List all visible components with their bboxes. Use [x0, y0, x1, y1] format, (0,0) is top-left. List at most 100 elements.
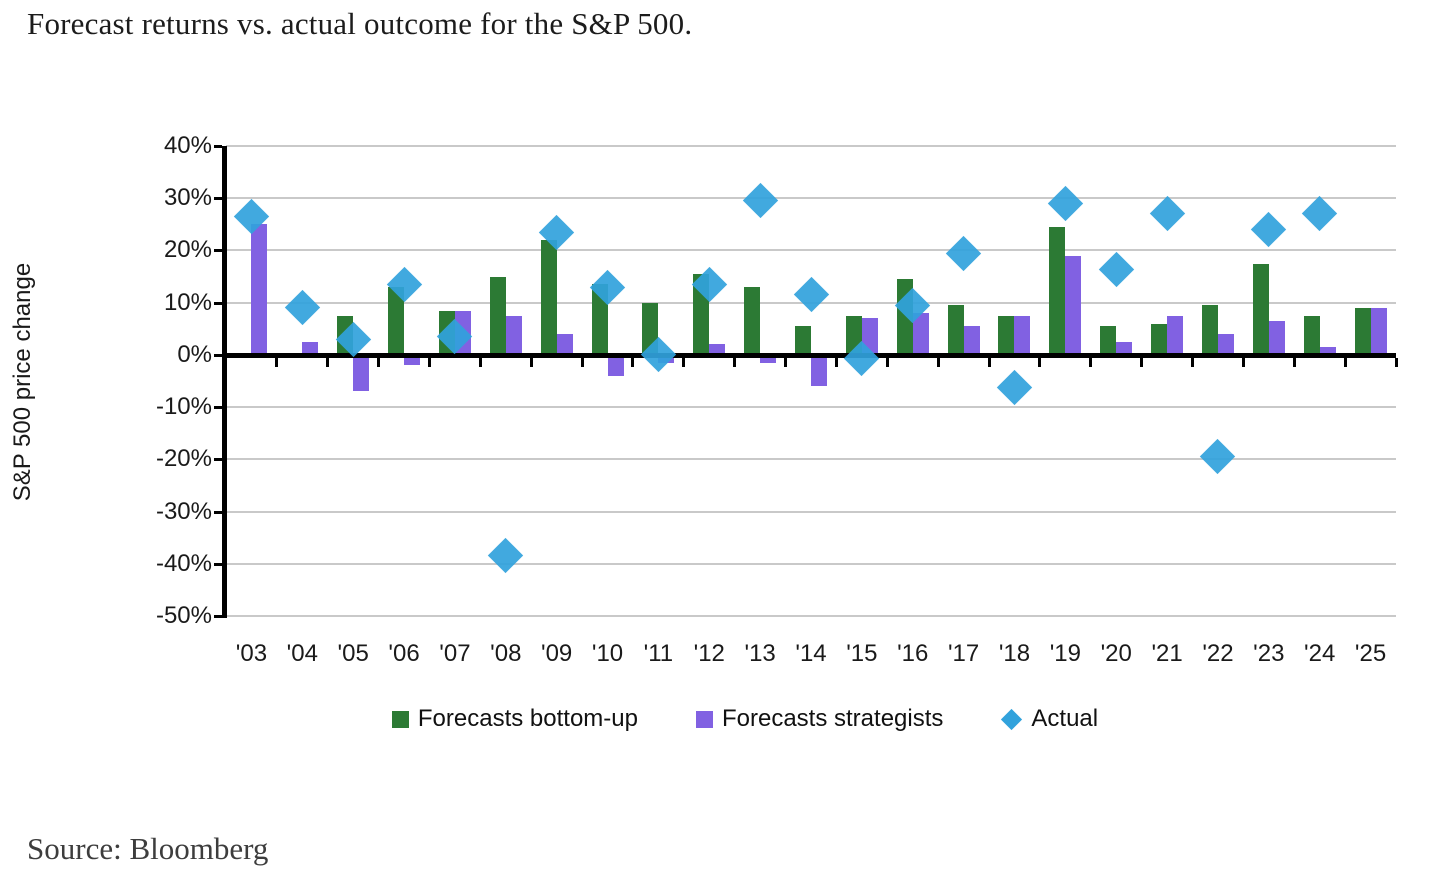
x-tick-label-18: '18 [998, 640, 1031, 667]
bar-forecasts-bottom-up-23 [1252, 263, 1269, 355]
x-tick-20 [1241, 357, 1245, 367]
bar-forecasts-bottom-up-09 [540, 240, 557, 355]
x-tick-label-22: '22 [1202, 640, 1234, 667]
x-tick-label-15: '15 [846, 640, 878, 667]
bar-forecasts-strategists-04 [302, 341, 319, 355]
y-tick-20 [214, 249, 222, 253]
y-tick-label-20: 20% [163, 236, 212, 264]
x-tick-label-03: '03 [235, 640, 268, 667]
x-tick-label-21: '21 [1151, 640, 1183, 667]
x-tick-label-20: '20 [1100, 640, 1132, 667]
gridline--10 [226, 406, 1396, 409]
bar-forecasts-strategists-19 [1065, 255, 1082, 355]
gridline--30 [226, 510, 1396, 513]
x-tick-label-11: '11 [643, 640, 674, 667]
bar-forecasts-strategists-23 [1268, 320, 1285, 355]
bar-forecasts-bottom-up-22 [1201, 305, 1218, 355]
actual-diamond-23 [1251, 211, 1287, 248]
x-tick-12 [834, 357, 838, 367]
bar-forecasts-strategists-22 [1217, 334, 1234, 355]
x-tick-label-05: '05 [337, 640, 369, 667]
bar-forecasts-bottom-up-19 [1049, 226, 1066, 355]
bar-forecasts-bottom-up-08 [489, 276, 506, 355]
legend-item-actual: Actual [1001, 705, 1098, 733]
y-tick-30 [214, 197, 222, 201]
bar-forecasts-strategists-03 [251, 224, 268, 355]
bar-forecasts-bottom-up-24 [1303, 315, 1320, 355]
bar-forecasts-strategists-10 [607, 354, 624, 376]
x-tick-11 [784, 357, 788, 367]
x-tick-5 [478, 357, 482, 367]
actual-diamond-24 [1302, 196, 1338, 232]
y-tick-label-30: 30% [163, 184, 212, 212]
bar-forecasts-strategists-14 [811, 354, 827, 387]
bar-forecasts-bottom-up-25 [1354, 307, 1371, 355]
y-tick--50 [214, 615, 222, 618]
y-tick-0 [214, 353, 222, 357]
x-tick-7 [580, 357, 584, 367]
x-tick-label-25: '25 [1354, 640, 1387, 667]
x-tick-label-17: '17 [947, 640, 980, 667]
y-tick-label--20: -20% [155, 445, 212, 473]
actual-diamond-22 [1200, 439, 1236, 475]
x-tick-label-16: '16 [897, 640, 929, 667]
bar-forecasts-bottom-up-20 [1100, 326, 1117, 355]
bar-forecasts-bottom-up-06 [388, 287, 405, 355]
x-tick-6 [529, 357, 533, 367]
y-tick--10 [214, 406, 222, 410]
x-tick-label-13: '13 [744, 640, 776, 667]
legend-label-strategists: Forecasts strategists [721, 705, 944, 732]
x-tick-label-19: '19 [1049, 640, 1081, 667]
bar-forecasts-strategists-06 [404, 354, 421, 366]
x-tick-4 [427, 357, 431, 367]
x-tick-21 [1292, 357, 1296, 367]
y-tick-label-40: 40% [163, 132, 212, 159]
x-tick-1 [275, 357, 279, 367]
x-tick-3 [377, 357, 381, 367]
chart-legend: Forecasts bottom-up Forecasts strategist… [90, 698, 1400, 740]
bar-forecasts-strategists-18 [1014, 315, 1031, 355]
legend-label-bottom-up: Forecasts bottom-up [417, 705, 638, 732]
legend-label-actual: Actual [1031, 705, 1099, 732]
gridline--20 [226, 458, 1396, 461]
x-tick-16 [1038, 357, 1042, 367]
y-tick-label-0: 0% [177, 340, 212, 368]
y-tick-label--40: -40% [155, 549, 212, 577]
x-tick-label-06: '06 [388, 640, 420, 667]
x-tick-label-24: '24 [1304, 640, 1336, 667]
actual-diamond-21 [1149, 196, 1185, 232]
actual-diamond-14 [793, 277, 829, 313]
legend-item-bottom-up: Forecasts bottom-up [391, 705, 638, 733]
x-tick-label-09: '09 [541, 640, 573, 667]
actual-diamond-17 [945, 235, 982, 271]
x-tick-9 [682, 357, 686, 367]
legend-item-strategists: Forecasts strategists [695, 705, 944, 733]
x-tick-22 [1343, 357, 1347, 367]
blue-diamond-icon [1001, 708, 1023, 730]
x-tick-15 [987, 357, 991, 367]
x-tick-label-12: '12 [693, 640, 725, 667]
x-tick-17 [1089, 357, 1093, 367]
actual-diamond-18 [996, 369, 1033, 405]
y-tick--30 [214, 510, 222, 514]
bar-forecasts-strategists-20 [1116, 341, 1133, 355]
x-tick-label-14: '14 [795, 640, 827, 667]
bar-forecasts-strategists-09 [556, 334, 573, 355]
bar-forecasts-strategists-21 [1167, 315, 1184, 355]
x-tick-2 [326, 357, 330, 367]
y-tick-label-10: 10% [163, 288, 212, 316]
gridline--50 [226, 615, 1396, 617]
x-tick-23 [1394, 357, 1398, 367]
x-tick-8 [631, 357, 635, 367]
y-tick-10 [214, 301, 222, 305]
x-tick-label-10: '10 [591, 640, 624, 667]
y-tick-40 [214, 145, 222, 148]
actual-diamond-04 [284, 290, 320, 326]
actual-diamond-08 [488, 538, 524, 574]
y-axis-line [222, 146, 227, 618]
gridline--40 [226, 562, 1396, 565]
y-tick--40 [214, 562, 222, 566]
gridline-40 [226, 145, 1396, 147]
x-axis-zero-line [222, 352, 1396, 358]
